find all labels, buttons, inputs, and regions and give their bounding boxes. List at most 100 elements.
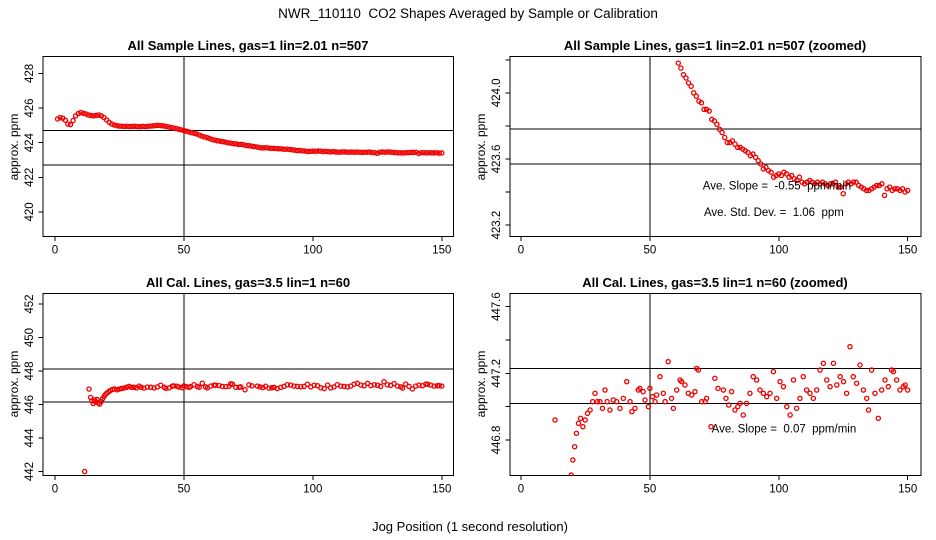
y-tick-label: 448 xyxy=(24,361,36,380)
data-point xyxy=(780,383,787,390)
data-point xyxy=(129,123,136,130)
data-point xyxy=(371,382,377,388)
data-point xyxy=(324,382,331,388)
data-point xyxy=(796,174,803,180)
y-tick-label: 424 xyxy=(24,133,36,153)
data-point xyxy=(271,145,277,152)
data-point xyxy=(168,124,174,131)
data-point xyxy=(312,148,319,155)
data-point xyxy=(317,148,324,154)
data-point xyxy=(597,398,603,405)
data-point xyxy=(108,121,115,127)
data-point xyxy=(433,149,440,156)
data-point xyxy=(304,148,311,155)
data-point xyxy=(281,146,288,153)
data-point xyxy=(745,149,751,156)
y-tick-label: 447.2 xyxy=(491,359,503,388)
data-point xyxy=(726,402,732,408)
data-point xyxy=(837,184,844,190)
data-point xyxy=(810,395,817,402)
data-point xyxy=(335,149,342,155)
data-point xyxy=(377,149,383,155)
data-point xyxy=(150,123,156,129)
data-point xyxy=(83,111,89,117)
data-point xyxy=(348,149,355,155)
data-point xyxy=(875,415,882,422)
annotation-text: Ave. Std. Dev. = 1.06 ppm xyxy=(704,207,844,219)
data-point xyxy=(206,135,213,142)
data-point xyxy=(75,110,81,117)
data-point xyxy=(436,150,442,156)
data-point xyxy=(439,150,445,156)
data-point xyxy=(291,383,297,389)
data-point xyxy=(632,405,638,412)
y-tick-label: 442 xyxy=(24,462,36,481)
data-point xyxy=(240,141,246,148)
data-point xyxy=(668,395,675,402)
data-point xyxy=(688,392,695,398)
data-point xyxy=(111,122,118,128)
data-point xyxy=(723,395,729,402)
panel-title-sample-zoomed: All Sample Lines, gas=1 lin=2.01 n=507 (… xyxy=(563,38,867,53)
data-point xyxy=(832,179,839,185)
data-point xyxy=(594,398,601,405)
data-point xyxy=(768,169,774,175)
data-point xyxy=(431,150,437,156)
data-point xyxy=(678,378,685,385)
data-point xyxy=(325,148,332,155)
data-point xyxy=(261,145,267,151)
data-point xyxy=(767,390,773,397)
data-point xyxy=(675,60,682,66)
data-point xyxy=(874,182,880,189)
data-point xyxy=(315,148,321,154)
data-point xyxy=(229,381,236,387)
plot-box xyxy=(42,56,454,238)
data-point xyxy=(410,149,417,156)
data-point xyxy=(230,140,236,147)
data-point xyxy=(121,123,128,130)
data-point xyxy=(297,384,304,390)
data-point xyxy=(199,380,205,386)
data-point xyxy=(678,65,684,71)
data-point xyxy=(351,381,357,387)
data-point xyxy=(878,387,885,393)
data-point xyxy=(763,393,770,400)
scatter-points xyxy=(81,378,445,475)
data-point xyxy=(257,384,263,390)
data-point xyxy=(57,114,63,121)
data-point xyxy=(248,143,254,149)
data-point xyxy=(181,383,187,389)
y-tick-label: 420 xyxy=(24,202,36,221)
x-tick-label: 0 xyxy=(52,245,58,257)
data-point xyxy=(191,130,197,137)
data-point xyxy=(837,373,843,380)
scatter-points xyxy=(675,60,911,199)
y-tick-label: 426 xyxy=(24,98,36,117)
data-point xyxy=(778,172,785,179)
data-point xyxy=(78,109,84,116)
data-point xyxy=(732,407,738,413)
data-point xyxy=(311,382,317,389)
data-point xyxy=(390,149,396,156)
data-point xyxy=(310,148,316,154)
data-point xyxy=(589,398,596,405)
data-point xyxy=(840,378,847,385)
data-point xyxy=(729,138,736,144)
data-point xyxy=(794,177,800,184)
data-point xyxy=(276,146,283,152)
data-point xyxy=(70,117,76,124)
data-point xyxy=(250,143,257,150)
data-point xyxy=(568,491,572,495)
data-point xyxy=(62,117,69,123)
data-point xyxy=(245,142,252,149)
panel-title-cal-zoomed: All Cal. Lines, gas=3.5 lin=1 n=60 (zoom… xyxy=(582,275,848,290)
data-point xyxy=(242,387,248,393)
data-point xyxy=(698,100,705,106)
data-point xyxy=(387,149,393,155)
x-tick-label: 100 xyxy=(769,245,788,257)
data-point xyxy=(284,382,291,388)
data-point xyxy=(90,113,97,119)
data-point xyxy=(356,149,363,155)
y-tick-label: 450 xyxy=(24,328,36,347)
data-point xyxy=(893,377,900,383)
